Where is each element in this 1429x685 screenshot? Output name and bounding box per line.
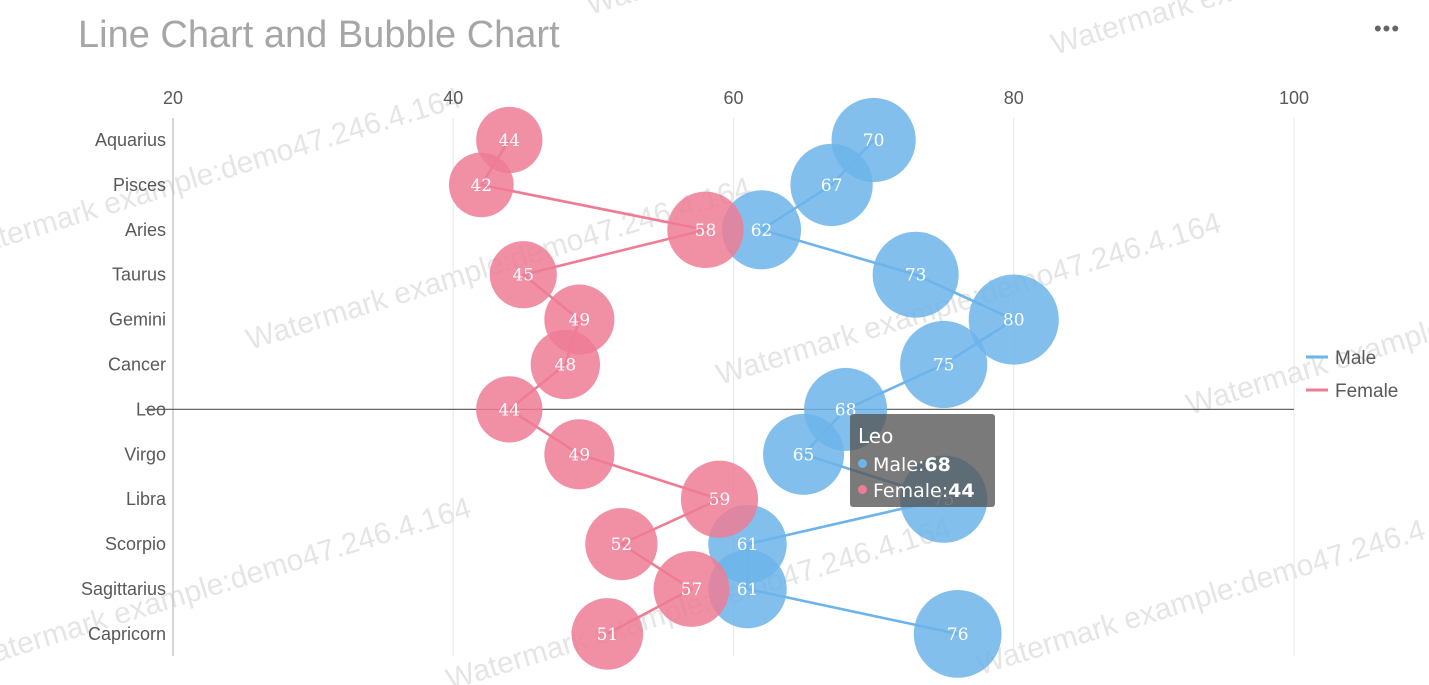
bubble-circle[interactable] — [680, 460, 759, 538]
data-label: 80 — [1003, 311, 1025, 331]
legend-label: Male — [1335, 348, 1376, 369]
bubble-circle[interactable] — [667, 191, 744, 269]
y-tick-label: Cancer — [108, 355, 166, 375]
data-label: 45 — [512, 266, 534, 286]
bubble-female[interactable]: 52 — [585, 507, 658, 581]
x-tick-label: 40 — [443, 88, 463, 108]
legend-item-male[interactable]: Male — [1306, 348, 1376, 369]
bubble-male[interactable]: 65 — [763, 413, 845, 495]
bubble-circle[interactable] — [489, 241, 557, 309]
tooltip-row-male: Male:68 — [858, 452, 987, 478]
watermark-text: Watermark example:demo47.246.4.164 — [0, 81, 465, 266]
data-label: 51 — [597, 625, 619, 645]
watermark-text: Watermark example:demo47.246.4.164 — [1047, 0, 1429, 62]
data-label: 70 — [863, 131, 885, 151]
y-tick-label: Libra — [126, 489, 167, 509]
bubble-female[interactable]: 45 — [489, 241, 557, 309]
y-tick-label: Aquarius — [95, 130, 166, 150]
y-tick-label: Capricorn — [88, 624, 166, 644]
bubble-circle[interactable] — [708, 549, 787, 629]
watermark-text: Watermark example:demo47.246.4.164 — [582, 0, 1095, 22]
series-bubbles: 7067627380756865756161764442584549484449… — [448, 97, 1059, 678]
axes: 20 40 60 80 100 Aquarius Pisces Aries Taurus Gemi… — [81, 88, 1309, 656]
bubble-circle[interactable] — [900, 320, 988, 409]
x-tick-label: 100 — [1279, 88, 1309, 108]
watermark-text: Watermark example:demo47.246.4.164 — [0, 491, 475, 676]
tooltip: Leo Male:68 Female:44 — [850, 414, 995, 507]
bubble-female[interactable]: 57 — [653, 551, 730, 627]
bubble-male[interactable]: 76 — [913, 590, 1002, 678]
bubble-circle[interactable] — [653, 551, 730, 627]
y-tick-label: Gemini — [109, 310, 166, 330]
legend[interactable]: Male Female — [1306, 348, 1398, 402]
bubble-circle[interactable] — [476, 376, 543, 443]
data-label: 62 — [751, 221, 773, 241]
tooltip-male-label: Male: — [873, 454, 925, 476]
legend-label: Female — [1335, 381, 1398, 402]
data-label: 52 — [611, 535, 633, 555]
bubble-female[interactable]: 42 — [448, 152, 514, 218]
tooltip-female-value: 44 — [948, 480, 975, 502]
bubble-circle[interactable] — [913, 590, 1002, 678]
bubble-female[interactable]: 49 — [544, 419, 615, 490]
data-label: 48 — [555, 356, 577, 376]
data-label: 75 — [933, 356, 955, 376]
bubble-male[interactable]: 61 — [708, 549, 787, 629]
tooltip-title: Leo — [858, 424, 894, 448]
watermark-text: Watermark example:demo47.246.4.164 — [972, 496, 1429, 681]
bubble-circle[interactable] — [968, 274, 1059, 365]
tooltip-female-label: Female: — [873, 480, 949, 502]
data-label: 44 — [498, 131, 520, 151]
bubble-female[interactable]: 44 — [476, 376, 543, 443]
data-label: 67 — [821, 176, 843, 196]
bubble-circle[interactable] — [721, 190, 802, 270]
y-tick-label: Scorpio — [105, 534, 166, 554]
x-tick-label: 80 — [1004, 88, 1024, 108]
bubble-female[interactable]: 48 — [530, 329, 601, 400]
bubble-circle[interactable] — [571, 598, 644, 670]
data-label: 76 — [947, 625, 969, 645]
bubble-circle[interactable] — [448, 152, 514, 218]
legend-item-female[interactable]: Female — [1306, 381, 1398, 402]
female-dot-icon — [858, 485, 867, 494]
bubble-male[interactable]: 62 — [721, 190, 802, 270]
bubble-male[interactable]: 67 — [790, 143, 873, 227]
bubble-male[interactable]: 80 — [968, 274, 1059, 365]
data-label: 49 — [569, 445, 591, 465]
bubble-male[interactable]: 75 — [900, 320, 988, 409]
bubble-circle[interactable] — [763, 413, 845, 495]
x-tick-label: 20 — [163, 88, 183, 108]
y-tick-label: Pisces — [113, 175, 166, 195]
bubble-circle[interactable] — [585, 507, 658, 581]
bubble-circle[interactable] — [530, 329, 601, 400]
bubble-circle[interactable] — [790, 143, 873, 227]
y-tick-label: Sagittarius — [81, 579, 166, 599]
chart-title: Line Chart and Bubble Chart — [78, 14, 560, 56]
data-label: 59 — [709, 490, 731, 510]
data-label: 58 — [695, 221, 717, 241]
data-label: 42 — [470, 176, 492, 196]
x-tick-label: 60 — [723, 88, 743, 108]
data-label: 65 — [793, 445, 815, 465]
y-tick-label: Virgo — [124, 444, 166, 464]
more-options-button[interactable]: ••• — [1373, 16, 1401, 41]
data-label: 49 — [569, 311, 591, 331]
tooltip-row-female: Female:44 — [858, 478, 987, 504]
bubble-female[interactable]: 59 — [680, 460, 759, 538]
bubble-female[interactable]: 51 — [571, 598, 644, 670]
data-label: 44 — [498, 400, 520, 420]
bubble-circle[interactable] — [544, 419, 615, 490]
tooltip-male-value: 68 — [924, 454, 951, 476]
bubble-male[interactable]: 73 — [872, 231, 959, 318]
data-label: 73 — [905, 266, 927, 286]
y-tick-label: Aries — [125, 220, 166, 240]
male-dot-icon — [858, 459, 867, 468]
data-label: 57 — [681, 580, 703, 600]
y-tick-label: Taurus — [112, 265, 166, 285]
data-label: 61 — [737, 580, 759, 600]
data-label: 61 — [737, 535, 759, 555]
bubble-female[interactable]: 58 — [667, 191, 744, 269]
bubble-circle[interactable] — [872, 231, 959, 318]
